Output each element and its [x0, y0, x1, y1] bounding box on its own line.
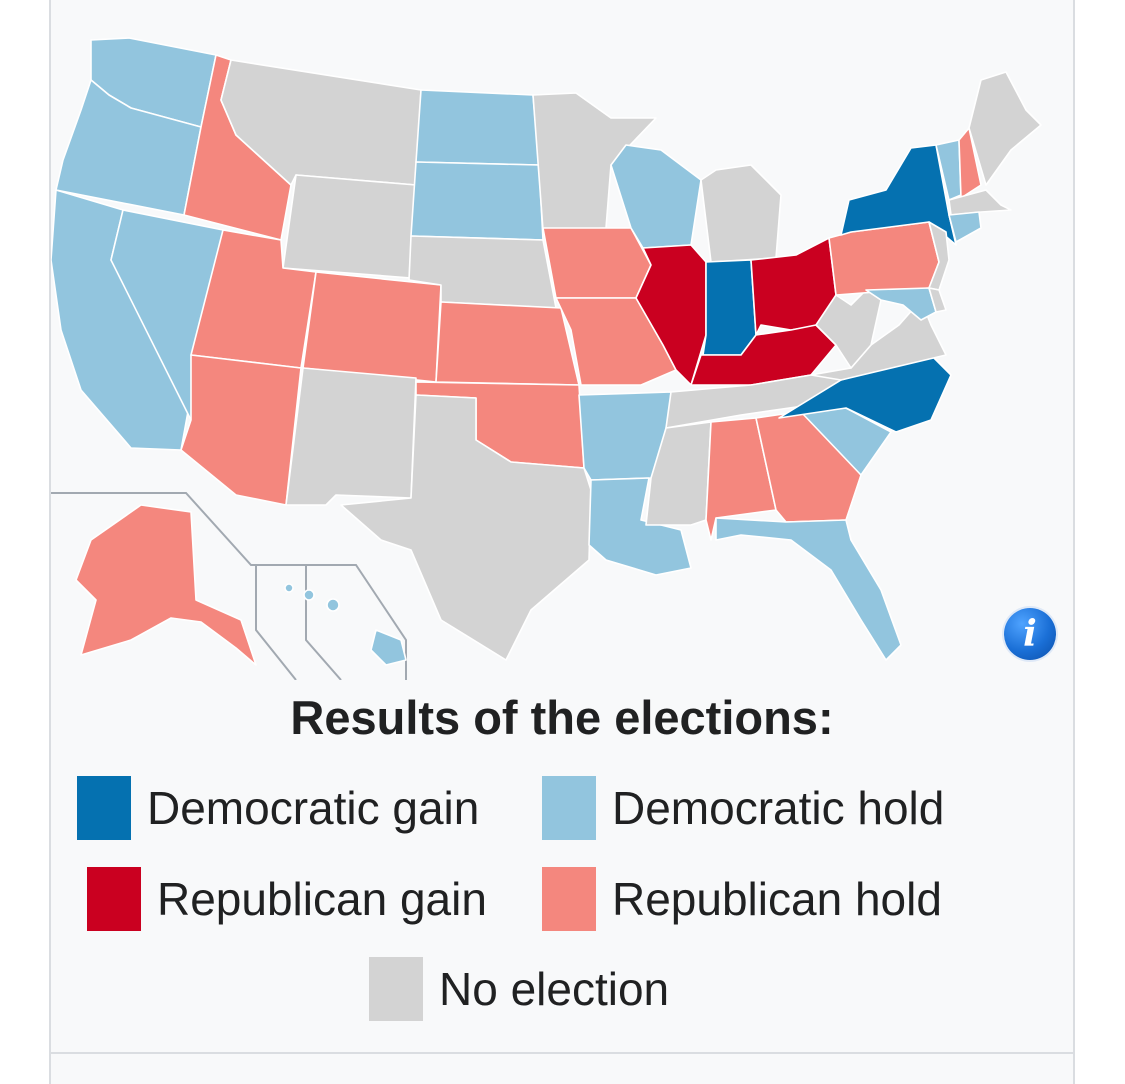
legend-swatch — [87, 867, 141, 931]
legend-title: Results of the elections: — [290, 691, 834, 744]
state-IL[interactable] — [635, 244, 707, 386]
state-CT[interactable] — [948, 211, 982, 243]
us-results-map[interactable] — [51, 0, 1073, 680]
legend-item-democratic-hold: Democratic hold — [542, 776, 944, 840]
legend-item-republican-gain: Republican gain — [87, 867, 487, 931]
legend-label: Republican hold — [612, 873, 942, 925]
legend-label: Democratic gain — [147, 782, 480, 834]
legend-label: Democratic hold — [612, 782, 945, 834]
state-NY[interactable] — [840, 144, 957, 246]
state-DE[interactable] — [928, 287, 947, 313]
state-SD[interactable] — [410, 161, 544, 241]
inset-border-hawaii — [255, 565, 297, 680]
state-NM[interactable] — [285, 367, 417, 506]
state-AZ[interactable] — [180, 354, 302, 506]
state-AK[interactable] — [75, 504, 257, 666]
legend-swatch — [542, 867, 596, 931]
state-LA[interactable] — [588, 477, 692, 576]
inset-border — [51, 492, 342, 680]
state-WY[interactable] — [282, 174, 417, 279]
info-icon[interactable]: i — [1004, 608, 1056, 660]
legend-swatch — [542, 776, 596, 840]
state-WI[interactable] — [610, 144, 702, 249]
legend-swatch — [369, 957, 423, 1021]
legend-label: Republican gain — [157, 873, 487, 925]
state-KS[interactable] — [435, 301, 580, 386]
state-MI[interactable] — [700, 164, 782, 263]
state-ME[interactable] — [968, 71, 1042, 186]
state-HI[interactable] — [284, 583, 407, 666]
state-IN[interactable] — [702, 259, 757, 356]
state-TX[interactable] — [340, 394, 592, 661]
legend-item-no-election: No election — [369, 957, 669, 1021]
section-divider — [51, 1052, 1073, 1054]
map-svg — [51, 37, 1042, 680]
state-NH[interactable] — [958, 127, 982, 199]
legend-label: No election — [439, 963, 670, 1015]
legend-item-democratic-gain: Democratic gain — [77, 776, 479, 840]
infobox-panel: i Results of the elections: Democratic g… — [49, 0, 1075, 1084]
legend-item-republican-hold: Republican hold — [542, 867, 942, 931]
legend-swatch — [77, 776, 131, 840]
state-IA[interactable] — [542, 227, 652, 299]
state-ND[interactable] — [415, 89, 540, 166]
state-CO[interactable] — [302, 271, 442, 383]
state-FL[interactable] — [715, 517, 902, 661]
